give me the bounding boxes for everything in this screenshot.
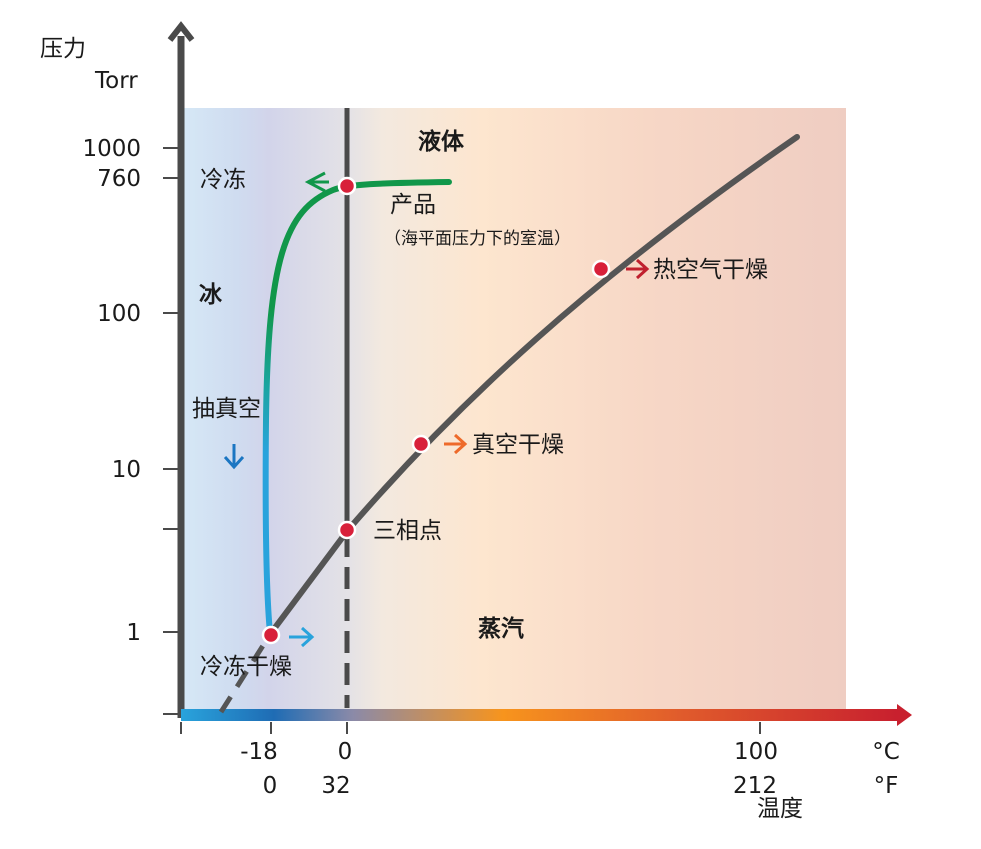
label-vacuum-drying: 真空干燥 [472,432,564,458]
label-product-note: （海平面压力下的室温） [384,229,571,249]
x-axis-ticks [180,722,761,734]
arrow-right-orange-icon [453,433,468,455]
arrow-right-blue-icon [300,626,315,648]
x-axis-line [181,709,897,721]
label-freeze-drying: 冷冻干燥 [200,654,292,680]
label-hot-air-drying: 热空气干燥 [653,257,768,283]
x-axis-label: 温度 [757,796,803,822]
plot-background [183,108,846,714]
x-unit-fahrenheit: °F [874,773,899,799]
y-axis-label: 压力 [40,36,86,62]
sublimation-curve-dashed [218,631,274,714]
freeze-drying-point [261,625,281,645]
product-point [337,176,357,196]
y-axis-arrow-icon [167,21,195,42]
x-tick-f-212: 212 [733,773,777,799]
region-ice: 冰 [199,282,223,308]
x-tick-c-100: 100 [734,739,778,765]
region-vapor: 蒸汽 [478,615,524,642]
region-liquid: 液体 [418,128,465,155]
x-axis-arrow-icon [897,704,912,726]
region-freezing: 冷冻 [200,167,246,193]
vaporization-curve [345,134,800,533]
y-axis-unit: Torr [94,68,138,94]
label-product: 产品 [390,192,436,218]
sublimation-curve [268,528,351,635]
y-tick-10: 10 [112,457,141,483]
y-tick-760: 760 [97,166,141,192]
x-tick-f-0: 0 [263,773,278,799]
y-tick-1: 1 [126,620,141,646]
y-axis-ticks [163,147,179,715]
label-triple-point: 三相点 [373,518,442,544]
x-tick-c-0: 0 [338,739,353,765]
triple-point [337,520,357,540]
arrow-right-red-icon [635,258,650,280]
hot-air-point [591,259,611,279]
x-unit-celsius: °C [872,739,900,765]
y-tick-1000: 1000 [82,136,141,162]
vacuum-drying-point [411,434,431,454]
y-tick-100: 100 [97,301,141,327]
x-tick-f-32: 32 [321,773,350,799]
arrow-down-icon [223,455,245,470]
label-evacuation: 抽真空 [192,396,261,422]
x-tick-c-neg18: -18 [240,739,278,765]
